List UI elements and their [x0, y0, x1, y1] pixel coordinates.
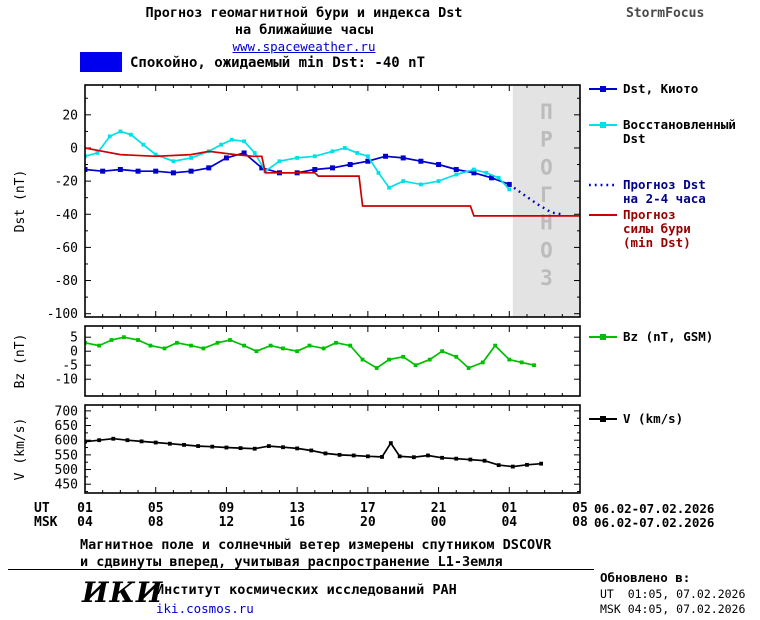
y-tick-label: 0	[70, 141, 78, 156]
line-marker-icon	[589, 214, 617, 216]
axis-tick-ut-5: 21	[430, 501, 447, 516]
forecast-region-label: О	[540, 238, 553, 262]
legend-label: Dst, Киото	[623, 81, 699, 96]
y-tick-label: -5	[62, 359, 78, 374]
brand-label: StormFocus	[626, 6, 705, 21]
y-tick-label: 0	[70, 345, 78, 360]
page-subtitle: на ближайшие часы	[234, 22, 374, 38]
page-title: Прогноз геомагнитной бури и индекса Dst	[145, 5, 463, 21]
y-tick-label: -80	[55, 274, 78, 289]
legend-item-main-1: Восстановленный Dst	[588, 118, 736, 146]
panel-0-series	[85, 129, 580, 217]
forecast-region-label: Н	[540, 211, 553, 235]
spaceweather-link[interactable]: www.spaceweather.ru	[232, 39, 376, 54]
series-2-0-line	[85, 437, 542, 468]
panel-1-series	[85, 335, 536, 370]
forecast-region-label: Г	[540, 183, 553, 207]
iki-site-link[interactable]: iki.cosmos.ru	[156, 601, 254, 616]
storm-level-label: Спокойно, ожидаемый min Dst: -40 nT	[130, 55, 426, 71]
axis-tick-msk-2: 12	[218, 515, 235, 530]
legend-item-main-3: Прогноз силы бури (min Dst)	[588, 208, 691, 250]
axis-daterange-ut: 06.02-07.02.2026	[594, 501, 715, 516]
axis-tick-msk-6: 04	[501, 515, 518, 530]
axis-tick-msk-5: 00	[430, 515, 447, 530]
dotted-line-marker-icon	[589, 183, 617, 187]
y-tick-label: 500	[55, 463, 78, 478]
updated-label: Обновлено в:	[600, 570, 691, 585]
legend-item-main-0: Dst, Киото	[588, 82, 698, 96]
axis-tick-ut-2: 09	[218, 501, 235, 516]
y-tick-label: -10	[55, 373, 78, 388]
y-tick-label: 20	[62, 108, 78, 123]
legend-label: Восстановленный Dst	[623, 117, 736, 146]
legend-label: Bz (nT, GSM)	[623, 329, 714, 344]
axis-daterange-msk: 06.02-07.02.2026	[594, 515, 715, 530]
axis-tick-ut-4: 17	[360, 501, 376, 516]
axis-tick-ut-7: 05	[572, 501, 588, 516]
y-axis-title: V (km/s)	[13, 418, 28, 481]
legend-label: V (km/s)	[623, 411, 684, 426]
axis-tick-msk-1: 08	[147, 515, 164, 530]
y-tick-label: 600	[55, 434, 78, 449]
series-0-1-line	[85, 130, 510, 190]
legend-item-v-0: V (km/s)	[588, 412, 683, 426]
axis-row-label-ut: UT	[34, 501, 50, 516]
series-1-0-line	[85, 336, 535, 370]
y-tick-label: 5	[70, 331, 78, 346]
y-tick-label: -60	[55, 241, 78, 256]
axis-tick-msk-0: 04	[77, 515, 93, 530]
line-marker-icon	[589, 416, 617, 422]
axis-tick-msk-3: 16	[289, 515, 305, 530]
y-axis-title: Dst (nT)	[13, 170, 28, 233]
forecast-region-label: П	[540, 100, 553, 124]
axis-tick-ut-1: 05	[147, 501, 164, 516]
line-marker-icon	[589, 86, 617, 92]
y-tick-label: -40	[55, 208, 78, 223]
line-marker-icon	[589, 334, 617, 340]
forecast-region-label: О	[540, 155, 553, 179]
footnote-line1: Магнитное поле и солнечный ветер измерен…	[80, 537, 552, 553]
axis-tick-ut-3: 13	[289, 501, 305, 516]
axis-tick-ut-6: 01	[501, 501, 518, 516]
forecast-region-label: Р	[540, 128, 553, 152]
series-0-3-line	[85, 147, 580, 217]
axis-tick-msk-4: 20	[360, 515, 376, 530]
legend-label: Прогноз Dst на 2-4 часа	[623, 177, 706, 206]
legend-label: Прогноз силы бури (min Dst)	[623, 207, 691, 250]
line-marker-icon	[589, 122, 617, 128]
legend-item-main-2: Прогноз Dst на 2-4 часа	[588, 178, 706, 206]
y-tick-label: 700	[55, 404, 78, 419]
forecast-region	[512, 85, 580, 317]
y-tick-label: -100	[47, 307, 78, 322]
iki-logo: ИКИ	[82, 576, 164, 609]
y-tick-label: 550	[55, 448, 78, 463]
axis-tick-msk-7: 08	[572, 515, 588, 530]
forecast-region-label: З	[540, 266, 553, 290]
axis-tick-ut-0: 01	[77, 501, 93, 516]
updated-time-msk: MSK 04:05, 07.02.2026	[600, 602, 746, 616]
axis-row-label-msk: MSK	[34, 515, 58, 530]
y-tick-label: -20	[55, 175, 78, 190]
footnote-line2: и сдвинуты вперед, учитывая распростране…	[80, 554, 503, 570]
storm-level-indicator	[80, 52, 122, 72]
footer-divider	[8, 569, 594, 570]
y-tick-label: 450	[55, 478, 78, 493]
panel-2-series	[85, 436, 544, 469]
y-tick-label: 650	[55, 419, 78, 434]
y-axis-title: Bz (nT)	[13, 334, 28, 389]
legend-item-bz-0: Bz (nT, GSM)	[588, 330, 713, 344]
updated-time-ut: UT 01:05, 07.02.2026	[600, 587, 746, 601]
institute-name: Институт космических исследований РАН	[156, 582, 457, 598]
